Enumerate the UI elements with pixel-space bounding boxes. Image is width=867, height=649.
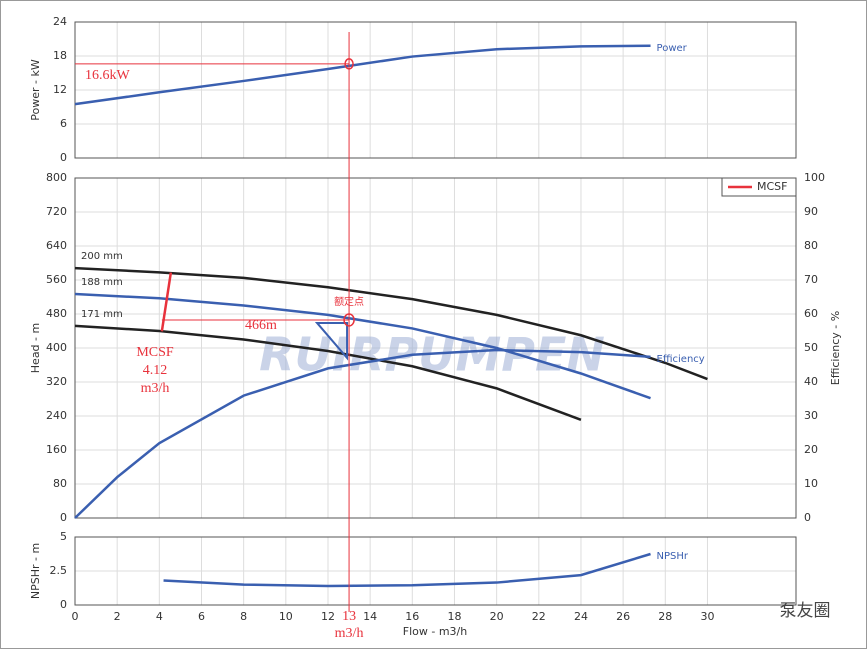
y-tick-label: 800 bbox=[46, 171, 67, 184]
series-line bbox=[74, 348, 651, 519]
x-tick-label: 2 bbox=[114, 610, 121, 623]
y-tick-label: 24 bbox=[53, 15, 67, 28]
y-tick-label: 320 bbox=[46, 375, 67, 388]
x-tick-label: 26 bbox=[616, 610, 630, 623]
duty-power-label: 16.6kW bbox=[85, 68, 131, 83]
legend-label: MCSF bbox=[757, 180, 787, 193]
mcsf-label: MCSF bbox=[136, 345, 174, 360]
y2-tick-label: 20 bbox=[804, 443, 818, 456]
x-axis-label: Flow - m3/h bbox=[403, 625, 467, 638]
plot-frame bbox=[74, 536, 797, 606]
y2-tick-label: 80 bbox=[804, 239, 818, 252]
y2-axis-label: Efficiency - % bbox=[829, 311, 842, 385]
y2-tick-label: 30 bbox=[804, 409, 818, 422]
x-tick-label: 16 bbox=[405, 610, 419, 623]
duty-head-label: 466m bbox=[245, 318, 277, 333]
series-label: Efficiency bbox=[657, 354, 705, 365]
y-tick-label: 6 bbox=[60, 117, 67, 130]
duty-power-point bbox=[344, 58, 354, 70]
y-axis-label: Head - m bbox=[29, 323, 42, 373]
y-tick-label: 12 bbox=[53, 83, 67, 96]
series-line bbox=[163, 552, 651, 588]
y-tick-label: 720 bbox=[46, 205, 67, 218]
x-tick-label: 28 bbox=[658, 610, 672, 623]
series-label: 188 mm bbox=[81, 277, 123, 288]
mcsf-unit: m3/h bbox=[141, 381, 170, 396]
x-tick-label: 12 bbox=[321, 610, 335, 623]
y2-tick-label: 100 bbox=[804, 171, 825, 184]
x-tick-label: 20 bbox=[490, 610, 504, 623]
y-tick-label: 5 bbox=[60, 530, 67, 543]
y-tick-label: 0 bbox=[60, 151, 67, 164]
x-tick-label: 10 bbox=[279, 610, 293, 623]
series-label: Power bbox=[657, 43, 688, 54]
x-tick-label: 14 bbox=[363, 610, 377, 623]
duty-flow-unit: m3/h bbox=[335, 626, 364, 641]
plot-frame bbox=[74, 21, 797, 159]
series-line bbox=[74, 266, 708, 381]
plot-frame bbox=[74, 177, 797, 519]
mcsf-line bbox=[160, 272, 173, 332]
y2-tick-label: 40 bbox=[804, 375, 818, 388]
y-tick-label: 0 bbox=[60, 598, 67, 611]
legend-box bbox=[721, 177, 797, 197]
x-tick-label: 24 bbox=[574, 610, 588, 623]
series-label: 200 mm bbox=[81, 251, 123, 262]
brand: 泵友圈 bbox=[780, 601, 831, 621]
y2-tick-label: 60 bbox=[804, 307, 818, 320]
x-tick-label: 22 bbox=[532, 610, 546, 623]
duty-triangle bbox=[314, 321, 349, 361]
y2-tick-label: 90 bbox=[804, 205, 818, 218]
x-tick-label: 8 bbox=[240, 610, 247, 623]
series-line bbox=[74, 292, 651, 400]
mcsf-flow: 4.12 bbox=[143, 363, 168, 378]
y-axis-label: NPSHr - m bbox=[29, 543, 42, 599]
y-tick-label: 80 bbox=[53, 477, 67, 490]
y-tick-label: 640 bbox=[46, 239, 67, 252]
duty-point-label: 额定点 bbox=[334, 295, 364, 308]
x-tick-label: 18 bbox=[447, 610, 461, 623]
y2-tick-label: 50 bbox=[804, 341, 818, 354]
y-tick-label: 160 bbox=[46, 443, 67, 456]
y2-tick-label: 70 bbox=[804, 273, 818, 286]
series-label: 171 mm bbox=[81, 309, 123, 320]
x-tick-label: 6 bbox=[198, 610, 205, 623]
series-line bbox=[74, 324, 582, 421]
y2-tick-label: 0 bbox=[804, 511, 811, 524]
y-axis-label: Power - kW bbox=[29, 59, 42, 121]
y-tick-label: 400 bbox=[46, 341, 67, 354]
y-tick-label: 0 bbox=[60, 511, 67, 524]
x-tick-label: 0 bbox=[72, 610, 79, 623]
duty-flow-label: 13 bbox=[342, 609, 356, 624]
series-label: NPSHr bbox=[657, 551, 689, 562]
y-tick-label: 560 bbox=[46, 273, 67, 286]
y-tick-label: 18 bbox=[53, 49, 67, 62]
y-tick-label: 2.5 bbox=[50, 564, 68, 577]
y-tick-label: 240 bbox=[46, 409, 67, 422]
x-tick-label: 4 bbox=[156, 610, 163, 623]
series-line bbox=[74, 44, 651, 106]
y2-tick-label: 10 bbox=[804, 477, 818, 490]
duty-head-point bbox=[343, 313, 355, 327]
y-tick-label: 480 bbox=[46, 307, 67, 320]
x-tick-label: 30 bbox=[700, 610, 714, 623]
